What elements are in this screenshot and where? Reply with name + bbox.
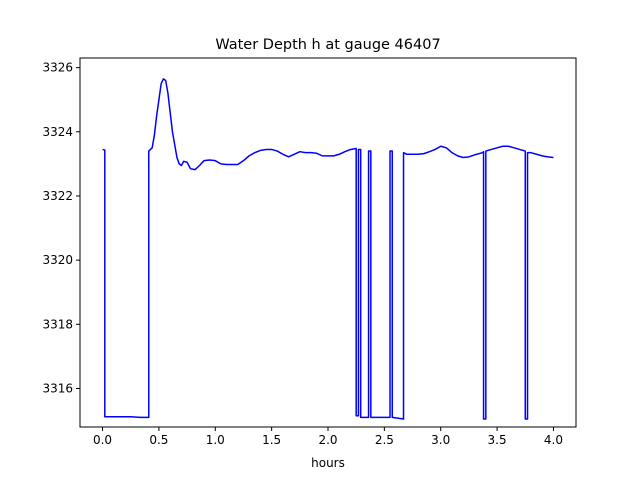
x-axis-label: hours (311, 456, 345, 470)
series-line-0 (102, 78, 554, 420)
x-tick-label: 3.5 (488, 433, 507, 447)
x-tick-label: 4.0 (544, 433, 563, 447)
plot-area (102, 78, 554, 420)
y-tick-label: 3316 (42, 381, 73, 395)
x-tick-label: 2.0 (318, 433, 337, 447)
y-tick-label: 3324 (42, 125, 73, 139)
x-tick-label: 3.0 (431, 433, 450, 447)
x-tick-label: 0.0 (93, 433, 112, 447)
y-axis: 3316 3318 3320 3322 3324 3326 (42, 61, 80, 395)
x-tick-label: 0.5 (149, 433, 168, 447)
x-tick-label: 1.0 (206, 433, 225, 447)
y-tick-label: 3326 (42, 61, 73, 75)
y-tick-label: 3318 (42, 317, 73, 331)
x-tick-label: 1.5 (262, 433, 281, 447)
y-tick-label: 3322 (42, 189, 73, 203)
y-tick-label: 3320 (42, 253, 73, 267)
x-axis: 0.0 0.5 1.0 1.5 2.0 2.5 3.0 3.5 4.0 (93, 427, 563, 447)
x-tick-label: 2.5 (375, 433, 394, 447)
chart-title: Water Depth h at gauge 46407 (215, 37, 440, 53)
